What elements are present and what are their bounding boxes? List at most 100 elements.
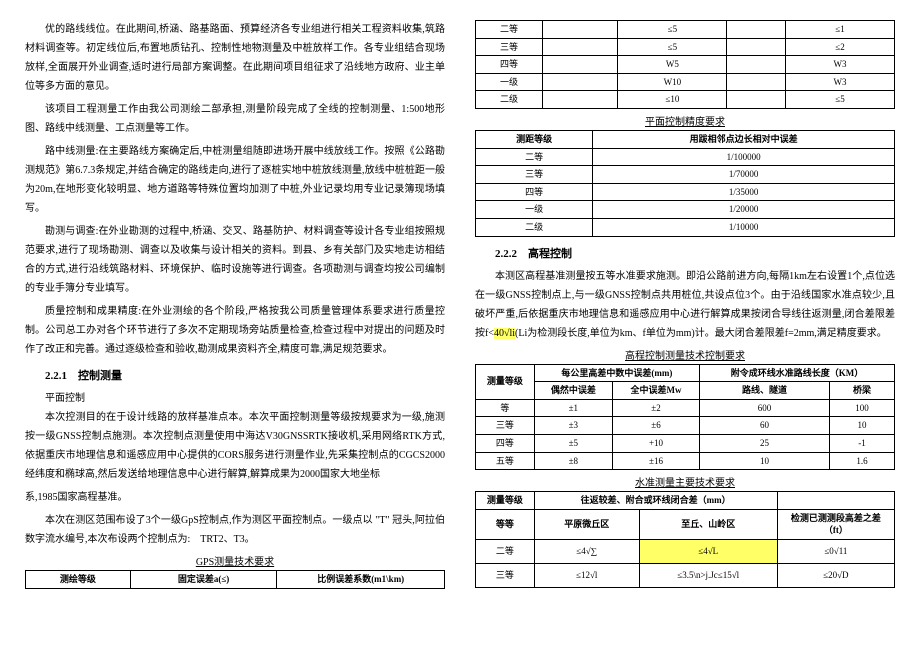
paragraph: 路中线测量:在主要路线方案确定后,中桩测量组随即进场开展中线放线工作。按照《公路… [25,142,445,218]
th: 全中误差Mw [612,382,699,400]
td: ±16 [612,452,699,470]
td [543,21,618,39]
th: 固定误差a(≤) [130,571,277,589]
th: 测绘等级 [26,571,131,589]
td: ≤5 [786,91,895,109]
td: 一级 [476,73,543,91]
paragraph: 该项目工程测量工作由我公司测绘二部承担,测量阶段完成了全线的控制测量、1:500… [25,100,445,138]
td: 二等 [476,148,593,166]
td: 三等 [476,417,535,435]
td: 1/70000 [593,166,895,184]
th: 等等 [476,509,535,539]
table-title-elevation: 高程控制测量技术控制要求 [475,347,895,362]
th: 每公里高差中数中误差(mm) [534,364,699,382]
th: 往返较差、附合或环线闭合差（mm） [534,492,777,510]
td: 1.6 [829,452,894,470]
td: W10 [618,73,727,91]
th: 检测已测测段高差之差（ft） [777,509,894,539]
td: ≤0√11 [777,539,894,563]
td [727,73,786,91]
td: ≤1 [786,21,895,39]
text: (Li为检测段长度,单位为km、f单位为mm)计。最大闭合差限差f=2mm,满足… [515,328,887,339]
td: W3 [786,73,895,91]
table-title-gps: GPS测量技术要求 [25,553,445,568]
td [727,56,786,74]
td: ±3 [534,417,612,435]
td: 二等 [476,21,543,39]
td: ≤20√D [777,563,894,587]
td [727,91,786,109]
td [543,38,618,56]
td: W3 [786,56,895,74]
td: ≤4√∑ [534,539,639,563]
table-title-level: 水准测量主要技术要求 [475,474,895,489]
gps-table: 测绘等级 固定误差a(≤) 比例误差系数(m1\km) [25,570,445,589]
th: 比例误差系数(m1\km) [277,571,445,589]
td: 100 [829,399,894,417]
paragraph: 系,1985国家高程基准。 [25,488,445,507]
td [727,21,786,39]
td: ≤12√l [534,563,639,587]
td: 1/35000 [593,183,895,201]
td: 五等 [476,452,535,470]
th: 用跋相邻点边长相对中误差 [593,130,895,148]
td [543,73,618,91]
th: 路线、隧道 [700,382,830,400]
section-title-221: 2.2.1 控制测量 [45,367,445,383]
td: 三等 [476,166,593,184]
td: 等 [476,399,535,417]
table2: 测距等级用跋相邻点边长相对中误差二等1/100000三等1/70000四等1/3… [475,130,895,237]
td: ≤5 [618,38,727,56]
td: ≤2 [786,38,895,56]
td [543,56,618,74]
td: ±2 [612,399,699,417]
table-title-plane: 平面控制精度要求 [475,113,895,128]
th: 桥梁 [829,382,894,400]
th: 测量等级 [476,492,535,510]
td: ≤3.5\n>j.Jc≤15√l [639,563,777,587]
td: -1 [829,434,894,452]
td: ≤4√L [639,539,777,563]
td: 四等 [476,183,593,201]
table4: 测量等级往返较差、附合或环线闭合差（mm）等等平原微丘区至丘、山岭区检测已测测段… [475,491,895,588]
td [727,38,786,56]
td: 二级 [476,91,543,109]
th: 平原微丘区 [534,509,639,539]
th: 附令成环线水准路线长度（KM） [700,364,895,382]
subtitle-plane: 平面控制 [45,389,445,404]
td: 600 [700,399,830,417]
td [543,91,618,109]
td: 60 [700,417,830,435]
th [777,492,894,510]
right-column: 二等 ≤5 ≤1 三等 ≤5 ≤2 四等 W5 W3 一级 W10 W3 二级 ≤10 ≤5 平面控制精度要… [460,0,920,651]
table1: 二等 ≤5 ≤1 三等 ≤5 ≤2 四等 W5 W3 一级 W10 W3 二级 ≤10 ≤5 [475,20,895,109]
td: 10 [829,417,894,435]
left-column: 优的路线线位。在此期间,桥涵、路基路面、预算经济各专业组进行相关工程资料收集,筑… [0,0,460,651]
td: ±8 [534,452,612,470]
td: 四等 [476,56,543,74]
td: ±5 [534,434,612,452]
th: 测距等级 [476,130,593,148]
td: W5 [618,56,727,74]
td: 四等 [476,434,535,452]
td: 三等 [476,563,535,587]
paragraph: 优的路线线位。在此期间,桥涵、路基路面、预算经济各专业组进行相关工程资料收集,筑… [25,20,445,96]
td: 一级 [476,201,593,219]
td: 二级 [476,218,593,236]
td: ±6 [612,417,699,435]
paragraph: 本次控测目的在于设计线路的放样基准点本。本次平面控制测量等级按规要求为一级,施测… [25,408,445,484]
td: ±1 [534,399,612,417]
th: 测量等级 [476,364,535,399]
table3: 测量等级每公里高差中数中误差(mm)附令成环线水准路线长度（KM） 偶然中误差全中… [475,364,895,471]
paragraph: 本测区高程基准测量按五等水准要求施测。即沿公路前进方向,每隔1km左右设置1个,… [475,267,895,343]
td: 25 [700,434,830,452]
th: 偶然中误差 [534,382,612,400]
th: 至丘、山岭区 [639,509,777,539]
td: 1/10000 [593,218,895,236]
paragraph: 质量控制和成果精度:在外业测绘的各个阶段,严格按我公司质量管理体系要求进行质量控… [25,302,445,359]
td: 三等 [476,38,543,56]
td: 1/20000 [593,201,895,219]
td: ≤10 [618,91,727,109]
td: ≤5 [618,21,727,39]
td: 1/100000 [593,148,895,166]
